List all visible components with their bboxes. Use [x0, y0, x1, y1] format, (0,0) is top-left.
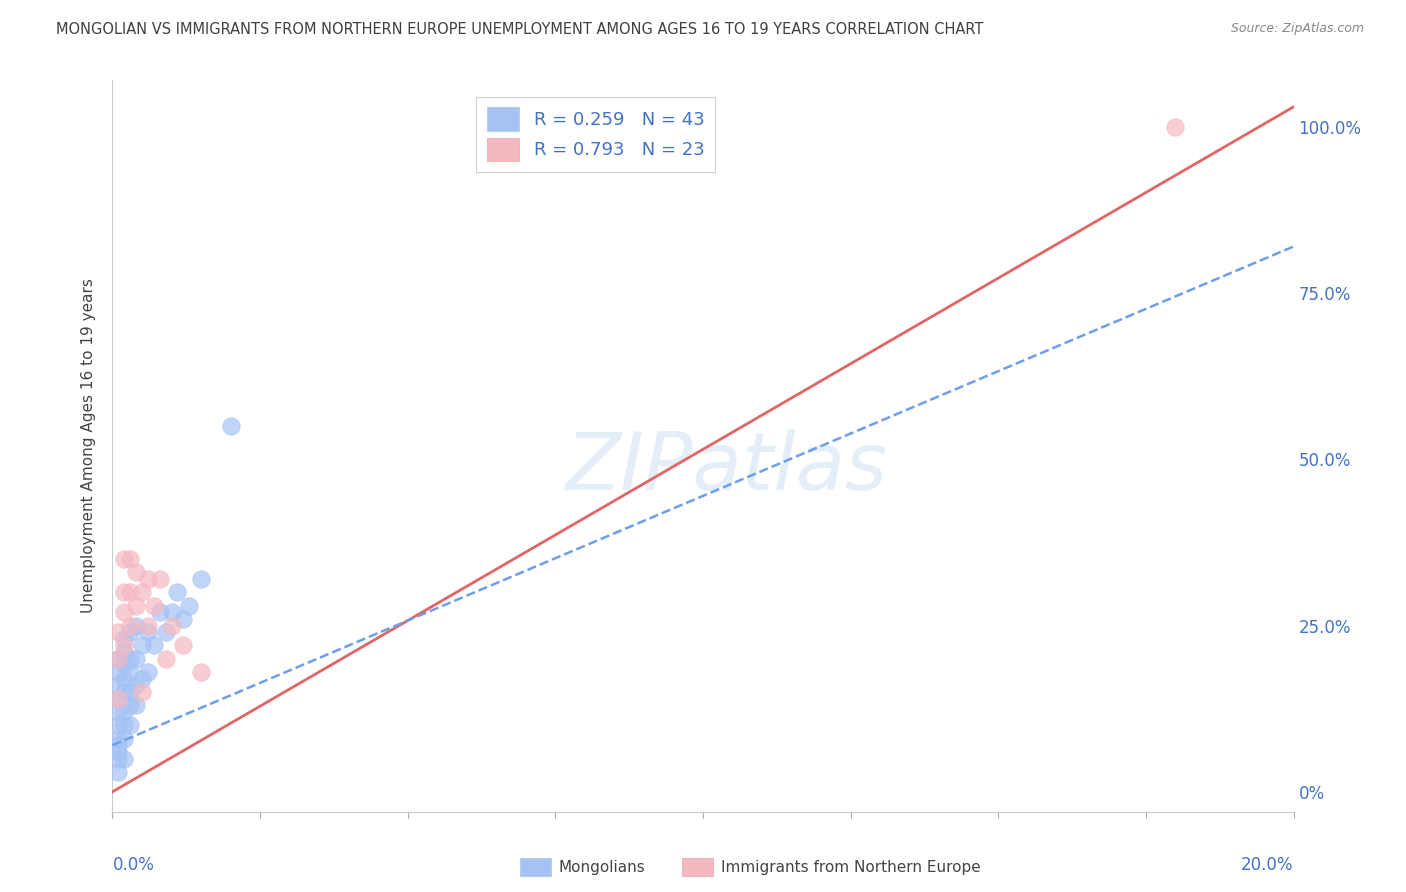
Point: [120, 618, 142, 632]
Text: 0.0%: 0.0%: [112, 855, 155, 873]
Point: [166, 585, 188, 599]
Point: [142, 639, 165, 653]
Point: [136, 572, 159, 586]
Point: [107, 652, 129, 666]
Legend: R = 0.259   N = 43, R = 0.793   N = 23: R = 0.259 N = 43, R = 0.793 N = 23: [475, 96, 716, 172]
Point: [125, 698, 148, 713]
FancyBboxPatch shape: [520, 858, 551, 876]
Text: Mongolians: Mongolians: [558, 860, 645, 874]
Point: [112, 632, 135, 646]
Point: [107, 678, 129, 692]
Point: [120, 652, 142, 666]
Point: [107, 705, 129, 719]
Y-axis label: Unemployment Among Ages 16 to 19 years: Unemployment Among Ages 16 to 19 years: [80, 278, 96, 614]
Point: [112, 685, 135, 699]
Text: MONGOLIAN VS IMMIGRANTS FROM NORTHERN EUROPE UNEMPLOYMENT AMONG AGES 16 TO 19 YE: MONGOLIAN VS IMMIGRANTS FROM NORTHERN EU…: [56, 22, 984, 37]
Point: [112, 718, 135, 732]
Point: [172, 612, 194, 626]
Point: [120, 552, 142, 566]
Point: [160, 605, 183, 619]
Point: [125, 599, 148, 613]
Point: [125, 652, 148, 666]
Point: [107, 718, 129, 732]
Point: [112, 705, 135, 719]
Point: [107, 731, 129, 746]
Point: [125, 678, 148, 692]
Text: Source: ZipAtlas.com: Source: ZipAtlas.com: [1230, 22, 1364, 36]
Point: [131, 685, 153, 699]
Point: [172, 639, 194, 653]
Point: [107, 745, 129, 759]
Point: [149, 572, 172, 586]
Point: [120, 685, 142, 699]
Point: [112, 585, 135, 599]
Text: ZIPatlas: ZIPatlas: [565, 429, 887, 507]
Point: [112, 731, 135, 746]
Point: [120, 585, 142, 599]
Point: [107, 652, 129, 666]
Point: [112, 672, 135, 686]
Point: [219, 419, 242, 434]
Point: [190, 665, 212, 679]
Point: [120, 698, 142, 713]
Point: [179, 599, 201, 613]
Point: [136, 625, 159, 640]
Point: [155, 652, 177, 666]
Point: [125, 618, 148, 632]
Point: [112, 552, 135, 566]
Point: [107, 738, 129, 752]
Point: [136, 618, 159, 632]
Point: [112, 751, 135, 765]
Point: [131, 639, 153, 653]
Point: [160, 618, 183, 632]
Point: [125, 566, 148, 580]
Point: [120, 665, 142, 679]
Point: [120, 625, 142, 640]
Point: [112, 605, 135, 619]
Point: [112, 658, 135, 673]
Text: 20.0%: 20.0%: [1241, 855, 1294, 873]
Point: [149, 605, 172, 619]
FancyBboxPatch shape: [682, 858, 713, 876]
Point: [142, 599, 165, 613]
Point: [155, 625, 177, 640]
Point: [112, 639, 135, 653]
Point: [107, 665, 129, 679]
Text: Immigrants from Northern Europe: Immigrants from Northern Europe: [721, 860, 981, 874]
Point: [131, 585, 153, 599]
Point: [136, 665, 159, 679]
Point: [107, 625, 129, 640]
Point: [107, 691, 129, 706]
Point: [107, 764, 129, 779]
Point: [1164, 120, 1187, 134]
Point: [112, 645, 135, 659]
Point: [131, 672, 153, 686]
Point: [107, 691, 129, 706]
Point: [120, 718, 142, 732]
Point: [190, 572, 212, 586]
Point: [107, 751, 129, 765]
